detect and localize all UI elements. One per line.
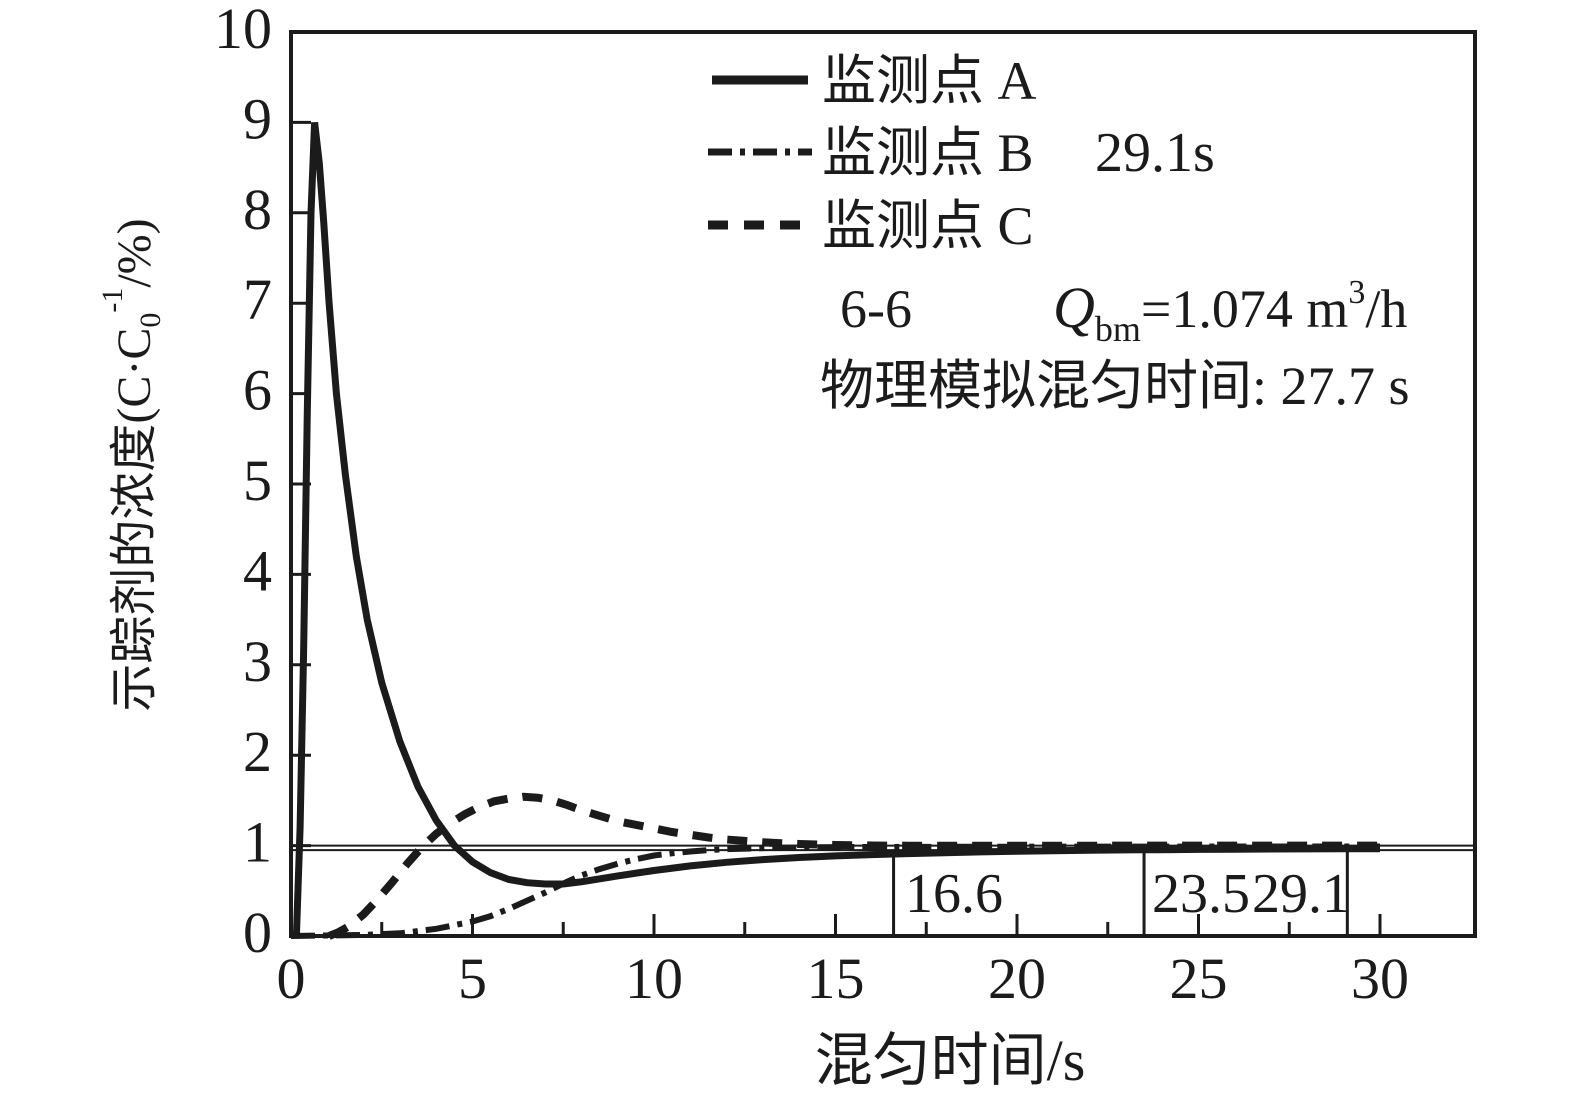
x-axis-title: 混匀时间/s [815, 1028, 1086, 1093]
marker-label-23-5: 23.5 [1152, 863, 1250, 925]
y-tick-label-8: 8 [243, 177, 272, 242]
y-tick-label-3: 3 [243, 629, 272, 694]
q-exponent: 3 [1348, 274, 1365, 311]
y-tick-label-4: 4 [243, 538, 272, 603]
x-tick-label-0: 0 [277, 946, 306, 1011]
y-tick-label-6: 6 [243, 358, 272, 423]
legend-label-b: 监测点 B [822, 123, 1034, 183]
annotations: 6-6 Qbm=1.074 m3/h 物理模拟混匀时间: 27.7 s [820, 274, 1410, 416]
x-tick-label-5: 5 [458, 946, 487, 1011]
q-symbol: Q [1053, 275, 1095, 340]
y-tick-label-1: 1 [243, 810, 272, 875]
x-tick-label-10: 10 [625, 946, 683, 1011]
section-label: 6-6 [840, 279, 912, 339]
y-title-subscript: 0 [134, 313, 167, 328]
x-tick-label-15: 15 [807, 946, 865, 1011]
q-value: =1.074 m [1141, 279, 1348, 339]
y-axis-tick-labels: 0 1 2 3 4 5 6 7 8 9 10 [214, 0, 272, 965]
x-tick-label-30: 30 [1351, 946, 1409, 1011]
y-tick-label-7: 7 [243, 267, 272, 332]
y-tick-label-0: 0 [243, 900, 272, 965]
y-tick-label-2: 2 [243, 719, 272, 784]
marker-label-29-1: 29.1 [1252, 863, 1350, 925]
series-monitor-point-a-curve [292, 121, 1381, 937]
legend-label-c: 监测点 C [822, 196, 1034, 256]
x-axis-tick-labels: 0 5 10 15 20 25 30 [277, 946, 1410, 1011]
physical-simulation-time: 物理模拟混匀时间: 27.7 s [820, 356, 1410, 416]
gas-flow-rate-formula: Qbm=1.074 m3/h [1053, 274, 1407, 349]
series-monitor-point-c-curve [327, 792, 1380, 940]
y-tick-label-5: 5 [243, 448, 272, 513]
series-monitor-point-b-curve [290, 843, 1380, 939]
y-tick-label-10: 10 [214, 0, 272, 61]
x-tick-label-25: 25 [1170, 946, 1228, 1011]
y-title-superscript: -1 [96, 288, 129, 313]
legend-label-a: 监测点 A [822, 51, 1037, 111]
y-title-suffix: /%) [108, 218, 161, 287]
legend: 监测点 A 监测点 B 29.1s 监测点 C [708, 51, 1215, 256]
y-axis-title: 示踪剂的浓度(C·C0 -1/%) [96, 218, 167, 711]
legend-b-mixing-time: 29.1s [1095, 122, 1215, 184]
y-title-prefix: 示踪剂的浓度(C·C [108, 328, 161, 712]
mixing-time-marker-lines [892, 850, 1349, 936]
q-unit: /h [1365, 279, 1407, 339]
x-tick-label-20: 20 [988, 946, 1046, 1011]
y-tick-label-9: 9 [243, 86, 272, 151]
x-axis-ticks [289, 914, 1382, 936]
marker-label-16-6: 16.6 [905, 863, 1003, 925]
q-subscript: bm [1095, 309, 1141, 349]
